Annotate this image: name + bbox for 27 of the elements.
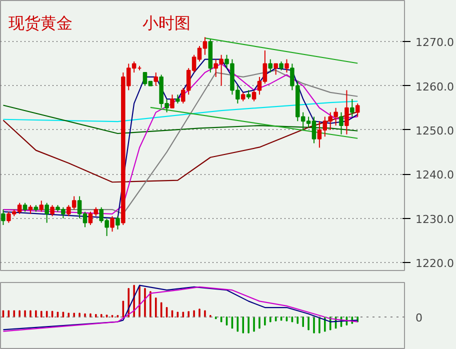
y-tick-label: 1260.0 <box>416 80 454 94</box>
candlestick <box>1 209 6 226</box>
candlestick <box>284 58 289 74</box>
y-tick-label: 1230.0 <box>416 212 454 226</box>
candlestick <box>252 90 256 102</box>
candlestick <box>268 58 273 74</box>
candlestick <box>44 202 49 224</box>
candlestick <box>344 90 349 135</box>
candlestick <box>350 98 354 118</box>
text: 小时图 <box>142 14 190 32</box>
y-tick-label: 1270.0 <box>416 36 454 50</box>
candlestick <box>355 102 360 118</box>
y-tick-label: 1220.0 <box>416 257 454 270</box>
candlestick <box>116 216 120 230</box>
candlestick <box>170 94 174 108</box>
ref-line-label: 0 <box>416 312 422 325</box>
candlestick <box>39 200 44 212</box>
line-series <box>2 104 358 134</box>
candlestick <box>50 204 54 217</box>
text: 现货黄金 <box>8 14 72 32</box>
candlestick <box>274 63 278 76</box>
y-tick-label: 1250.0 <box>416 124 454 138</box>
y-tick-label: 1240.0 <box>416 168 454 182</box>
candlestick <box>339 112 344 135</box>
candlestick <box>154 72 158 86</box>
line-series <box>2 100 358 122</box>
candlestick <box>110 216 114 232</box>
